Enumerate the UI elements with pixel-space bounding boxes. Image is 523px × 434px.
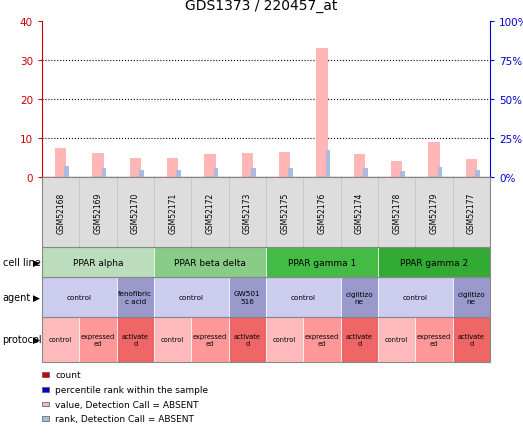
Bar — [130, 159, 141, 178]
Text: GSM52171: GSM52171 — [168, 192, 177, 233]
Text: GSM52172: GSM52172 — [206, 192, 214, 233]
Text: PPAR gamma 1: PPAR gamma 1 — [288, 258, 356, 267]
Text: cell line: cell line — [3, 257, 40, 267]
Bar — [102, 168, 106, 178]
Text: activate
d: activate d — [122, 333, 149, 346]
Bar — [391, 161, 402, 178]
Text: control: control — [291, 294, 316, 300]
Text: GSM52175: GSM52175 — [280, 192, 289, 233]
Text: control: control — [273, 337, 297, 343]
Text: GDS1373 / 220457_at: GDS1373 / 220457_at — [185, 0, 338, 13]
Text: control: control — [403, 294, 428, 300]
Text: expressed
ed: expressed ed — [193, 333, 227, 346]
Bar — [363, 169, 368, 178]
Text: PPAR gamma 2: PPAR gamma 2 — [400, 258, 468, 267]
Text: fenofibric
c acid: fenofibric c acid — [118, 291, 152, 304]
Text: expressed
ed: expressed ed — [305, 333, 339, 346]
Text: ▶: ▶ — [33, 258, 40, 267]
Text: expressed
ed: expressed ed — [81, 333, 115, 346]
Bar — [288, 168, 293, 178]
Bar — [438, 168, 442, 178]
Bar — [139, 171, 143, 178]
Text: PPAR beta delta: PPAR beta delta — [174, 258, 246, 267]
Text: control: control — [179, 294, 204, 300]
Text: GW501
516: GW501 516 — [234, 291, 260, 304]
Text: protocol: protocol — [3, 335, 42, 345]
Text: ciglitizo
ne: ciglitizo ne — [458, 291, 485, 304]
Text: GSM52169: GSM52169 — [94, 192, 103, 233]
Bar — [316, 49, 327, 178]
Text: GSM52179: GSM52179 — [429, 192, 438, 233]
Bar — [55, 148, 66, 178]
Text: percentile rank within the sample: percentile rank within the sample — [55, 385, 208, 394]
Text: control: control — [67, 294, 92, 300]
Bar — [475, 171, 480, 178]
Bar — [242, 154, 253, 178]
Text: GSM52178: GSM52178 — [392, 192, 401, 233]
Bar — [354, 154, 365, 178]
Text: GSM52176: GSM52176 — [317, 192, 326, 233]
Text: ▶: ▶ — [33, 293, 40, 302]
Text: PPAR alpha: PPAR alpha — [73, 258, 123, 267]
Text: control: control — [49, 337, 72, 343]
Text: ciglitizo
ne: ciglitizo ne — [346, 291, 373, 304]
Bar — [167, 158, 178, 178]
Text: control: control — [161, 337, 184, 343]
Bar — [204, 154, 215, 178]
Text: count: count — [55, 370, 81, 379]
Text: GSM52173: GSM52173 — [243, 192, 252, 233]
Bar — [466, 160, 477, 178]
Text: GSM52168: GSM52168 — [56, 192, 65, 233]
Text: agent: agent — [3, 293, 31, 302]
Text: GSM52170: GSM52170 — [131, 192, 140, 233]
Text: GSM52177: GSM52177 — [467, 192, 476, 233]
Bar — [326, 150, 330, 178]
Bar — [64, 167, 69, 178]
Text: control: control — [385, 337, 408, 343]
Bar — [176, 170, 181, 178]
Text: value, Detection Call = ABSENT: value, Detection Call = ABSENT — [55, 400, 199, 409]
Text: expressed
ed: expressed ed — [417, 333, 451, 346]
Bar — [93, 154, 104, 178]
Bar — [214, 169, 218, 178]
Text: ▶: ▶ — [33, 335, 40, 344]
Bar — [401, 171, 405, 178]
Text: activate
d: activate d — [458, 333, 485, 346]
Text: GSM52174: GSM52174 — [355, 192, 364, 233]
Bar — [251, 168, 256, 178]
Text: activate
d: activate d — [234, 333, 261, 346]
Bar — [279, 152, 290, 178]
Text: rank, Detection Call = ABSENT: rank, Detection Call = ABSENT — [55, 414, 194, 424]
Bar — [428, 143, 440, 178]
Text: activate
d: activate d — [346, 333, 373, 346]
